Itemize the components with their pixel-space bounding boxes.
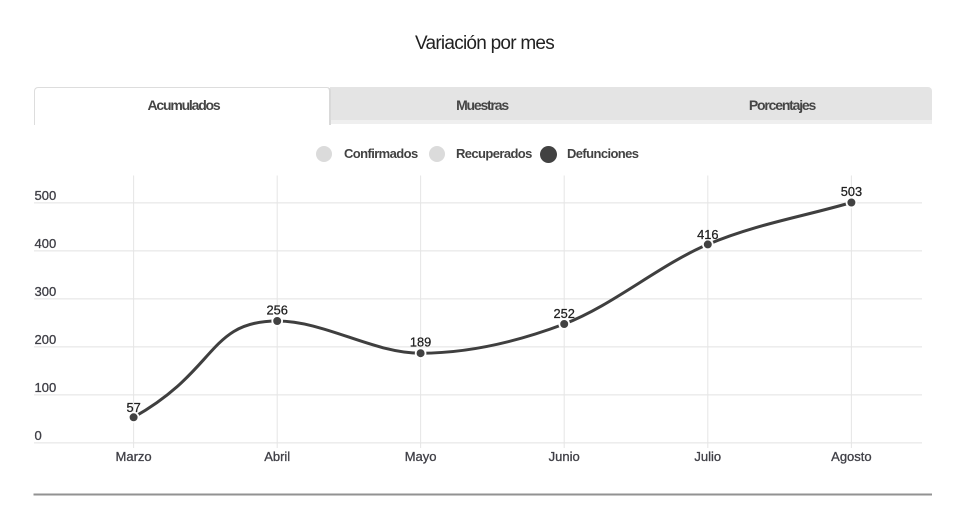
svg-text:400: 400 [35,236,57,251]
svg-text:300: 300 [35,284,57,299]
svg-text:Mayo: Mayo [405,449,437,464]
svg-text:200: 200 [35,332,57,347]
svg-text:Julio: Julio [694,449,721,464]
svg-text:Agosto: Agosto [831,449,871,464]
svg-text:252: 252 [554,306,575,321]
svg-text:256: 256 [267,303,288,318]
svg-text:189: 189 [410,334,431,349]
svg-text:Junio: Junio [549,449,580,464]
svg-text:416: 416 [697,227,718,242]
svg-text:500: 500 [35,188,57,203]
svg-text:503: 503 [841,184,862,199]
svg-text:57: 57 [126,400,140,415]
svg-text:100: 100 [35,380,57,395]
svg-text:Abril: Abril [264,449,290,464]
svg-text:Marzo: Marzo [116,449,152,464]
svg-text:0: 0 [35,428,42,443]
